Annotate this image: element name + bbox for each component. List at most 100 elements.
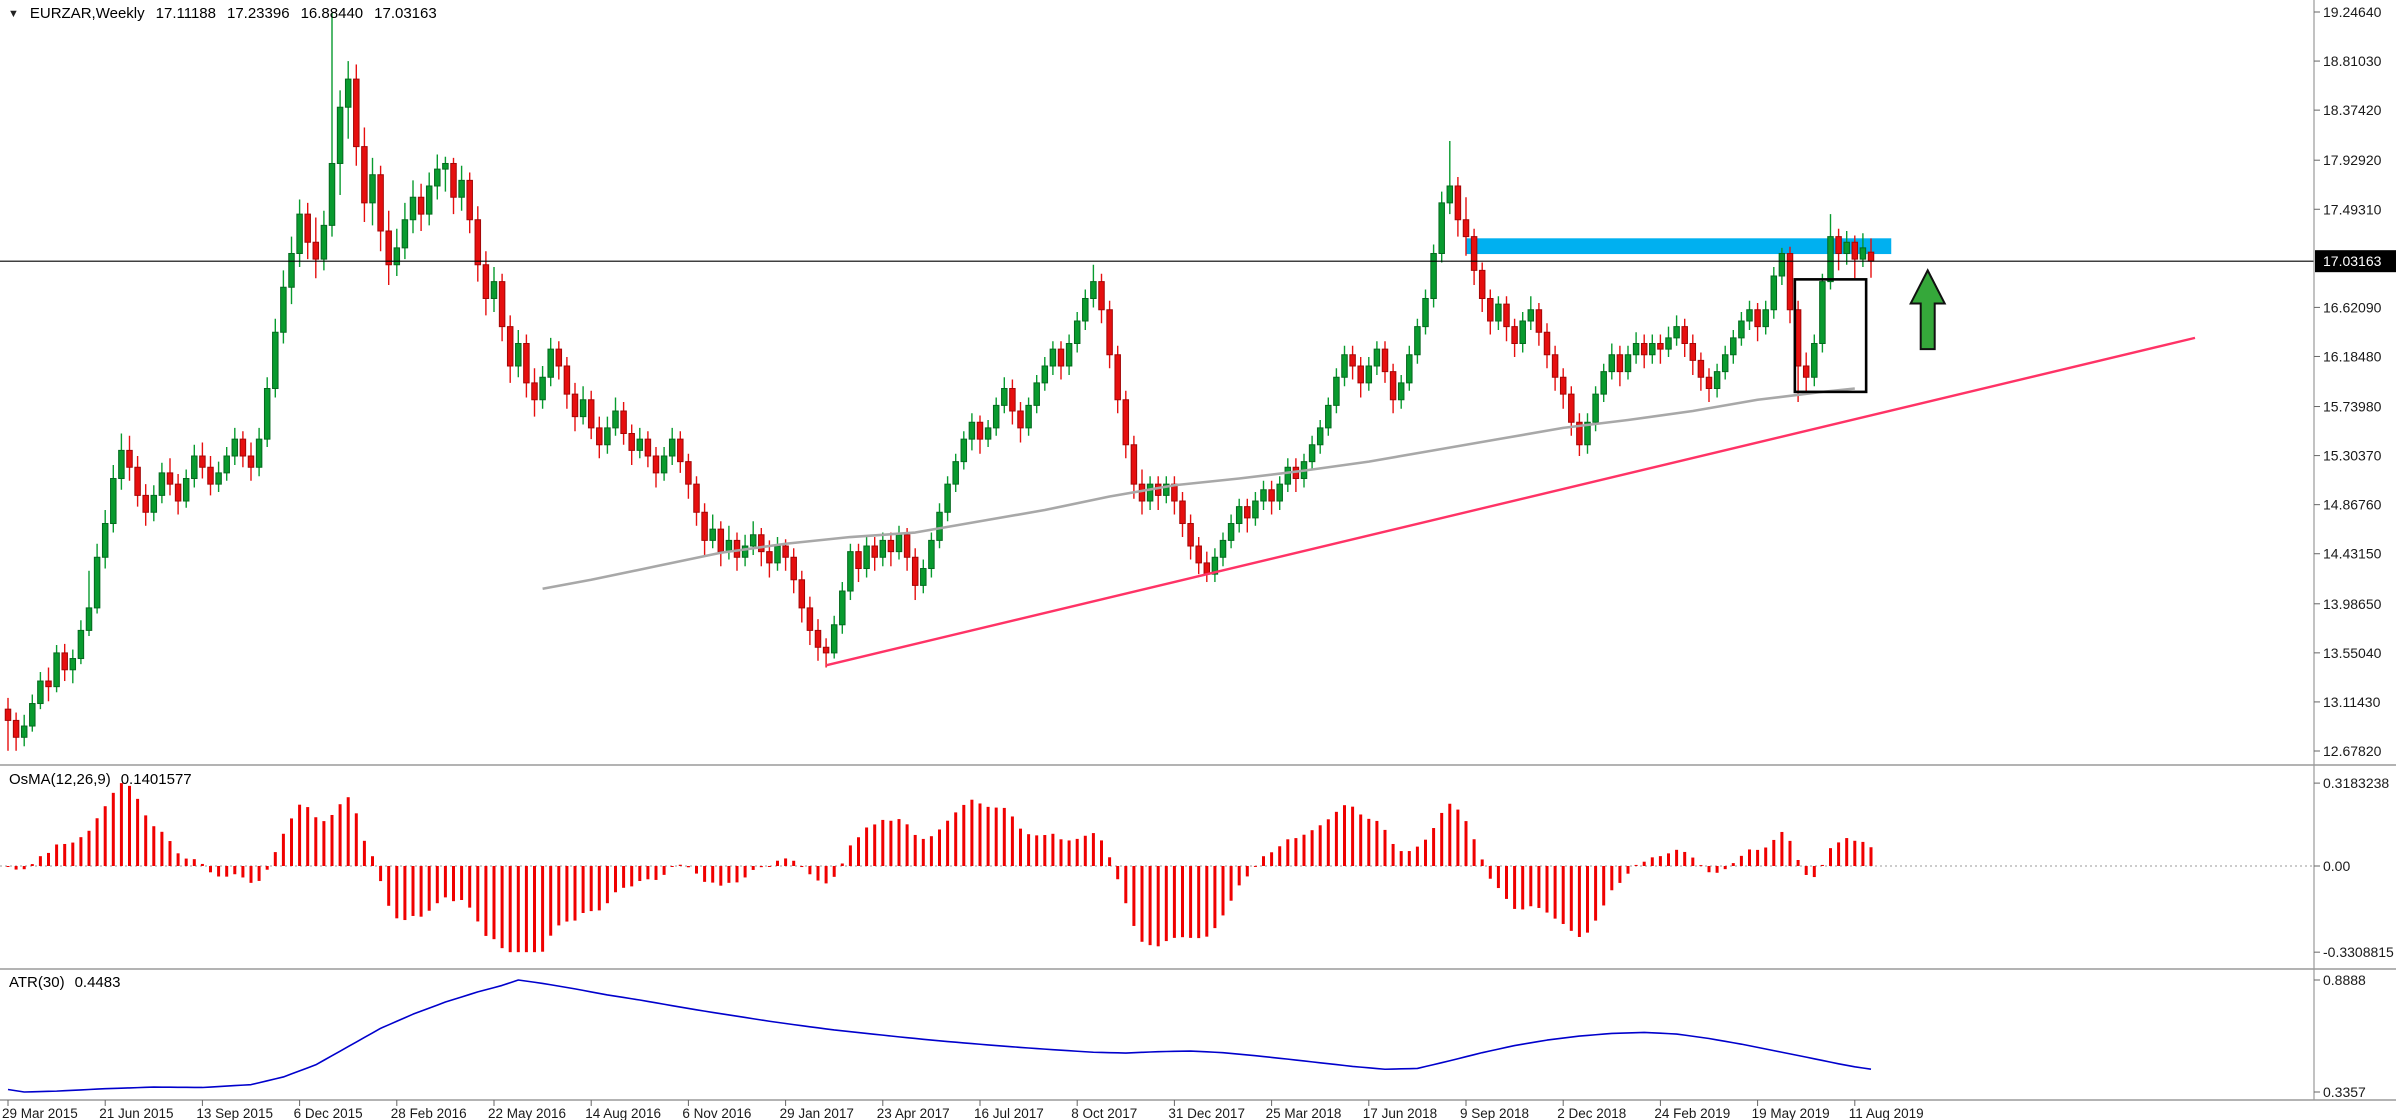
candle-body — [855, 551, 862, 570]
candle-body — [425, 185, 433, 215]
candle-body — [1705, 376, 1713, 390]
candle-body — [1721, 354, 1729, 373]
moving-average-line[interactable] — [542, 387, 1855, 591]
candle-body — [774, 545, 781, 564]
current-price-tag-label: 17.03163 — [2323, 253, 2382, 269]
candle-body — [1106, 309, 1113, 356]
osma-histogram-bar — [1748, 849, 1751, 866]
osma-histogram-bar — [1764, 847, 1768, 866]
osma-histogram-bar — [557, 866, 561, 926]
osma-histogram-bar — [330, 814, 334, 866]
price-axis-label: 14.43150 — [2323, 546, 2382, 562]
resistance-zone[interactable] — [1466, 238, 1892, 255]
candle-body — [1770, 275, 1778, 311]
osma-histogram-bar — [1553, 866, 1557, 919]
atr-current-value: 0.4483 — [74, 974, 121, 991]
candle-body — [77, 629, 85, 660]
candle-body — [458, 179, 465, 198]
candle-body — [644, 438, 652, 457]
candle-body — [1713, 371, 1721, 390]
osma-name: OsMA(12,26,9) — [9, 771, 111, 788]
candle-body — [1689, 342, 1697, 361]
osma-histogram-bar — [1351, 806, 1355, 866]
candle-body — [1697, 359, 1705, 378]
candle-body — [393, 247, 401, 266]
candle-body — [911, 556, 919, 586]
candle-body — [1357, 365, 1364, 384]
candle-body — [247, 455, 255, 468]
price-axis-label: 15.30370 — [2323, 448, 2382, 464]
atr-name: ATR(30) — [9, 974, 65, 991]
osma-histogram-bar — [1691, 857, 1695, 866]
osma-histogram-bar — [848, 845, 852, 866]
osma-histogram-bar — [921, 838, 925, 866]
osma-histogram-bar — [865, 827, 869, 866]
candle-body — [1001, 388, 1008, 406]
candle-body — [863, 545, 870, 570]
candle-body — [1244, 506, 1251, 519]
price-axis-label: 16.62090 — [2323, 299, 2382, 315]
breakout-box[interactable] — [1793, 278, 1868, 394]
osma-histogram-bar — [1796, 859, 1800, 866]
candle-body — [69, 658, 77, 671]
osma-histogram-bar — [654, 866, 658, 880]
candle-body — [1235, 506, 1243, 525]
candle-body — [288, 252, 295, 288]
osma-histogram-bar — [1399, 851, 1403, 866]
osma-histogram-bar — [735, 866, 739, 883]
date-axis-label: 19 May 2019 — [1752, 1106, 1830, 1120]
trendline[interactable] — [825, 336, 2196, 667]
candle-body — [1341, 354, 1348, 378]
osma-histogram-bar — [298, 804, 302, 866]
osma-histogram-bar — [1715, 866, 1719, 873]
osma-histogram-bar — [614, 866, 617, 893]
candle-body — [547, 348, 554, 378]
osma-histogram-bar — [346, 797, 350, 866]
osma-histogram-bar — [314, 817, 318, 866]
candle-body — [377, 174, 384, 232]
candle-body — [571, 393, 579, 418]
up-arrow-icon[interactable] — [1909, 268, 1947, 351]
osma-histogram-bar — [1237, 866, 1241, 886]
osma-histogram-bar — [63, 843, 67, 866]
osma-histogram-bar — [1294, 838, 1298, 866]
osma-histogram-bar — [800, 866, 804, 868]
candle-body — [320, 224, 328, 260]
osma-histogram-bar — [30, 864, 34, 866]
osma-histogram-bar — [1586, 866, 1589, 933]
osma-histogram-bar — [1075, 838, 1079, 866]
candle-body — [741, 545, 749, 558]
date-axis-label: 13 Sep 2015 — [196, 1106, 273, 1120]
candle-body — [960, 438, 968, 463]
candle-body — [709, 528, 716, 541]
candle-body — [1649, 342, 1656, 356]
candle-body — [531, 382, 538, 401]
candle-body — [1600, 371, 1607, 395]
osma-histogram-bar — [1634, 864, 1638, 866]
candle-body — [555, 348, 563, 367]
candle-body — [1276, 483, 1283, 502]
symbol-dropdown-icon[interactable]: ▼ — [8, 7, 19, 20]
price-axis-label: 18.37420 — [2323, 102, 2382, 118]
atr-axis-label: 0.8888 — [2323, 972, 2366, 988]
candle-body — [417, 196, 425, 215]
osma-histogram-bar — [1310, 830, 1314, 866]
osma-histogram-bar — [371, 856, 374, 866]
candle-body — [1503, 303, 1510, 328]
candle-body — [879, 539, 887, 558]
candle-body — [1608, 354, 1616, 373]
date-axis-label: 23 Apr 2017 — [877, 1106, 950, 1120]
candle-body — [1260, 489, 1267, 502]
candle-body — [409, 196, 417, 221]
candle-body — [442, 162, 449, 170]
candle-body — [871, 545, 878, 558]
candle-body — [239, 438, 247, 457]
candle-body — [523, 342, 530, 384]
candle-body — [434, 168, 441, 187]
osma-histogram-bar — [225, 866, 229, 877]
date-axis-label: 24 Feb 2019 — [1654, 1106, 1730, 1120]
osma-histogram-bar — [500, 866, 504, 949]
candle-body — [701, 511, 708, 541]
candle-body — [976, 421, 984, 440]
